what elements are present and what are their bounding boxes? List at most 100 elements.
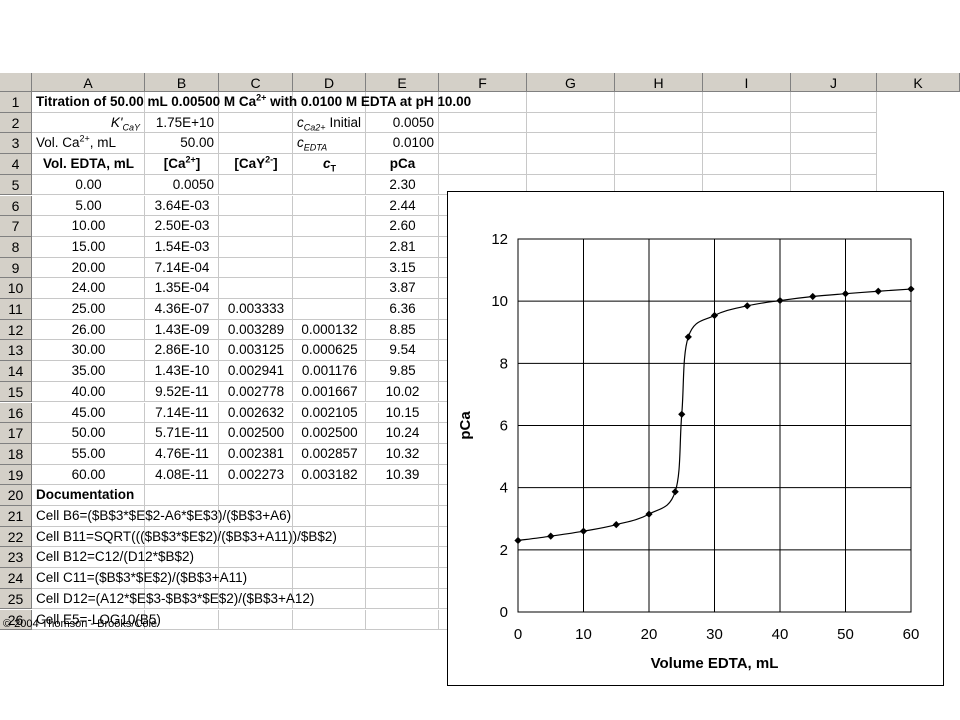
cell-b6[interactable] bbox=[145, 195, 219, 217]
cell-c23[interactable] bbox=[219, 547, 293, 569]
row-header-11[interactable]: 11 bbox=[0, 299, 32, 320]
cell-b8[interactable] bbox=[145, 236, 219, 258]
cell-c8[interactable] bbox=[219, 236, 293, 258]
cell-d18[interactable] bbox=[293, 443, 366, 465]
cell-b3[interactable] bbox=[145, 133, 219, 155]
row-header-3[interactable]: 3 bbox=[0, 133, 32, 155]
row-header-21[interactable]: 21 bbox=[0, 506, 32, 527]
embedded-chart[interactable]: 0 10 20 30 40 50 60 0 2 4 6 8 10 12 Volume EDTA, mL pCa bbox=[447, 191, 944, 686]
cell-a11[interactable] bbox=[32, 299, 145, 320]
cell-e14[interactable] bbox=[366, 361, 439, 382]
row-header-10[interactable]: 10 bbox=[0, 278, 32, 299]
cell-c13[interactable] bbox=[219, 340, 293, 362]
row-header-15[interactable]: 15 bbox=[0, 381, 32, 403]
cell-b12[interactable] bbox=[145, 319, 219, 341]
cell-a12[interactable] bbox=[32, 319, 145, 341]
cell-d9[interactable] bbox=[293, 257, 366, 279]
cell-e18[interactable] bbox=[366, 443, 439, 465]
cell-e22[interactable] bbox=[366, 526, 439, 548]
cell-e15[interactable] bbox=[366, 381, 439, 403]
cell-j2[interactable] bbox=[791, 112, 877, 134]
cell-b16[interactable] bbox=[145, 402, 219, 424]
cell-a7[interactable] bbox=[32, 216, 145, 237]
cell-c21[interactable] bbox=[219, 506, 293, 527]
cell-h2[interactable] bbox=[615, 112, 703, 134]
cell-a19[interactable] bbox=[32, 464, 145, 486]
row-header-26[interactable]: 26 bbox=[0, 609, 32, 631]
row-header-4[interactable]: 4 bbox=[0, 154, 32, 175]
cell-e21[interactable] bbox=[366, 506, 439, 527]
row-header-7[interactable]: 7 bbox=[0, 216, 32, 237]
cell-a9[interactable] bbox=[32, 257, 145, 279]
cell-e24[interactable] bbox=[366, 568, 439, 589]
cell-g3[interactable] bbox=[527, 133, 615, 155]
cell-c22[interactable] bbox=[219, 526, 293, 548]
cell-a26[interactable] bbox=[32, 609, 145, 631]
cell-c25[interactable] bbox=[219, 588, 293, 610]
cell-d15[interactable] bbox=[293, 381, 366, 403]
cell-d13[interactable] bbox=[293, 340, 366, 362]
column-header-i[interactable]: I bbox=[703, 73, 791, 92]
cell-b9[interactable] bbox=[145, 257, 219, 279]
cell-d17[interactable] bbox=[293, 423, 366, 444]
row-header-23[interactable]: 23 bbox=[0, 547, 32, 569]
cell-a13[interactable] bbox=[32, 340, 145, 362]
row-header-8[interactable]: 8 bbox=[0, 236, 32, 258]
cell-b26[interactable] bbox=[145, 609, 219, 631]
cell-b18[interactable] bbox=[145, 443, 219, 465]
cell-b5[interactable] bbox=[145, 174, 219, 196]
row-header-9[interactable]: 9 bbox=[0, 257, 32, 279]
cell-h4[interactable] bbox=[615, 154, 703, 175]
cell-f3[interactable] bbox=[439, 133, 527, 155]
cell-b13[interactable] bbox=[145, 340, 219, 362]
cell-g4[interactable] bbox=[527, 154, 615, 175]
row-header-5[interactable]: 5 bbox=[0, 174, 32, 196]
cell-e17[interactable] bbox=[366, 423, 439, 444]
cell-e11[interactable] bbox=[366, 299, 439, 320]
cell-b23[interactable] bbox=[145, 547, 219, 569]
cell-e25[interactable] bbox=[366, 588, 439, 610]
cell-g2[interactable] bbox=[527, 112, 615, 134]
cell-d12[interactable] bbox=[293, 319, 366, 341]
cell-b7[interactable] bbox=[145, 216, 219, 237]
cell-d26[interactable] bbox=[293, 609, 366, 631]
row-header-12[interactable]: 12 bbox=[0, 319, 32, 341]
cell-d11[interactable] bbox=[293, 299, 366, 320]
cell-i3[interactable] bbox=[703, 133, 791, 155]
cell-c4[interactable] bbox=[219, 154, 293, 175]
column-header-b[interactable]: B bbox=[145, 73, 219, 92]
cell-d3[interactable] bbox=[293, 133, 366, 155]
cell-a22[interactable] bbox=[32, 526, 145, 548]
cell-b4[interactable] bbox=[145, 154, 219, 175]
cell-e7[interactable] bbox=[366, 216, 439, 237]
cell-c11[interactable] bbox=[219, 299, 293, 320]
cell-a3[interactable] bbox=[32, 133, 145, 155]
row-header-25[interactable]: 25 bbox=[0, 588, 32, 610]
cell-b25[interactable] bbox=[145, 588, 219, 610]
cell-b22[interactable] bbox=[145, 526, 219, 548]
cell-d7[interactable] bbox=[293, 216, 366, 237]
row-header-17[interactable]: 17 bbox=[0, 423, 32, 444]
cell-a5[interactable] bbox=[32, 174, 145, 196]
cell-b21[interactable] bbox=[145, 506, 219, 527]
cell-d8[interactable] bbox=[293, 236, 366, 258]
row-header-18[interactable]: 18 bbox=[0, 443, 32, 465]
column-header-a[interactable]: A bbox=[32, 73, 145, 92]
cell-d19[interactable] bbox=[293, 464, 366, 486]
cell-f1[interactable] bbox=[439, 92, 527, 113]
cell-e3[interactable] bbox=[366, 133, 439, 155]
cell-a15[interactable] bbox=[32, 381, 145, 403]
row-header-24[interactable]: 24 bbox=[0, 568, 32, 589]
cell-b1[interactable] bbox=[145, 92, 219, 113]
cell-g1[interactable] bbox=[527, 92, 615, 113]
cell-c2[interactable] bbox=[219, 112, 293, 134]
cell-a18[interactable] bbox=[32, 443, 145, 465]
cell-d14[interactable] bbox=[293, 361, 366, 382]
cell-j4[interactable] bbox=[791, 154, 877, 175]
cell-c19[interactable] bbox=[219, 464, 293, 486]
cell-b24[interactable] bbox=[145, 568, 219, 589]
row-header-20[interactable]: 20 bbox=[0, 485, 32, 506]
row-header-1[interactable]: 1 bbox=[0, 92, 32, 113]
cell-b17[interactable] bbox=[145, 423, 219, 444]
cell-e26[interactable] bbox=[366, 609, 439, 631]
